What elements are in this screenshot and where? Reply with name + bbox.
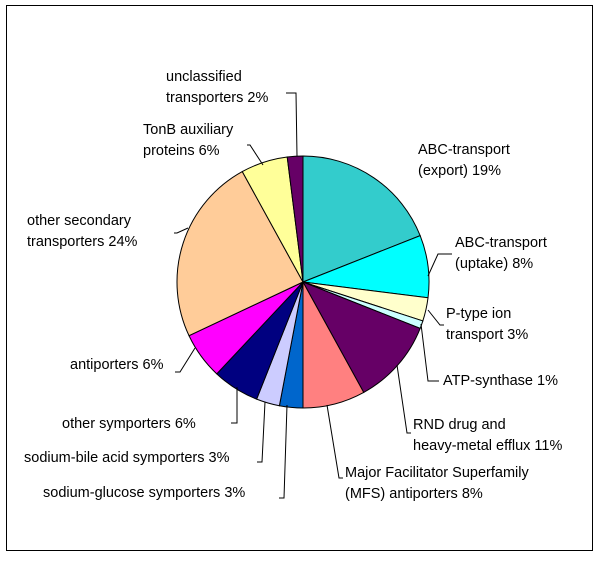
slice-label: antiporters 6% xyxy=(70,357,164,373)
slice-label: ABC-transport xyxy=(455,235,547,251)
leader-line xyxy=(286,92,298,157)
slice-label: ABC-transport xyxy=(418,142,510,158)
slice-label: TonB auxiliary xyxy=(143,122,234,138)
slice-label: P-type ion xyxy=(446,306,511,322)
leader-line xyxy=(231,387,238,424)
slice-label: heavy-metal efflux 11% xyxy=(413,438,562,454)
pie-slice xyxy=(286,155,304,283)
leader-line xyxy=(175,347,196,373)
slice-label: Major Facilitator Superfamily xyxy=(345,465,529,481)
slice-label: unclassified xyxy=(166,69,242,85)
leader-line xyxy=(427,309,444,326)
leader-line xyxy=(257,401,266,463)
leader-line xyxy=(326,404,343,479)
leader-line xyxy=(420,323,439,382)
slice-label: (uptake) 8% xyxy=(455,256,533,272)
slice-label: RND drug and xyxy=(413,417,506,433)
slice-label: (export) 19% xyxy=(418,163,501,179)
pie-slice xyxy=(302,155,421,283)
slice-label: ATP-synthase 1% xyxy=(443,373,558,389)
pie-slice xyxy=(176,170,304,337)
slice-label: (MFS) antiporters 8% xyxy=(345,486,483,502)
slice-label: transport 3% xyxy=(446,327,528,343)
leader-line xyxy=(427,253,452,277)
slice-label: proteins 6% xyxy=(143,143,220,159)
leader-line xyxy=(279,404,288,499)
leader-line xyxy=(247,144,264,166)
slice-label: other secondary xyxy=(27,213,132,229)
slice-label: sodium-glucose symporters 3% xyxy=(43,485,245,501)
slice-label: transporters 2% xyxy=(166,90,268,106)
leader-line xyxy=(174,227,189,234)
leader-line xyxy=(396,364,411,434)
slice-label: transporters 24% xyxy=(27,234,138,250)
slice-label: other symporters 6% xyxy=(62,416,196,432)
slice-label: sodium-bile acid symporters 3% xyxy=(24,450,230,466)
